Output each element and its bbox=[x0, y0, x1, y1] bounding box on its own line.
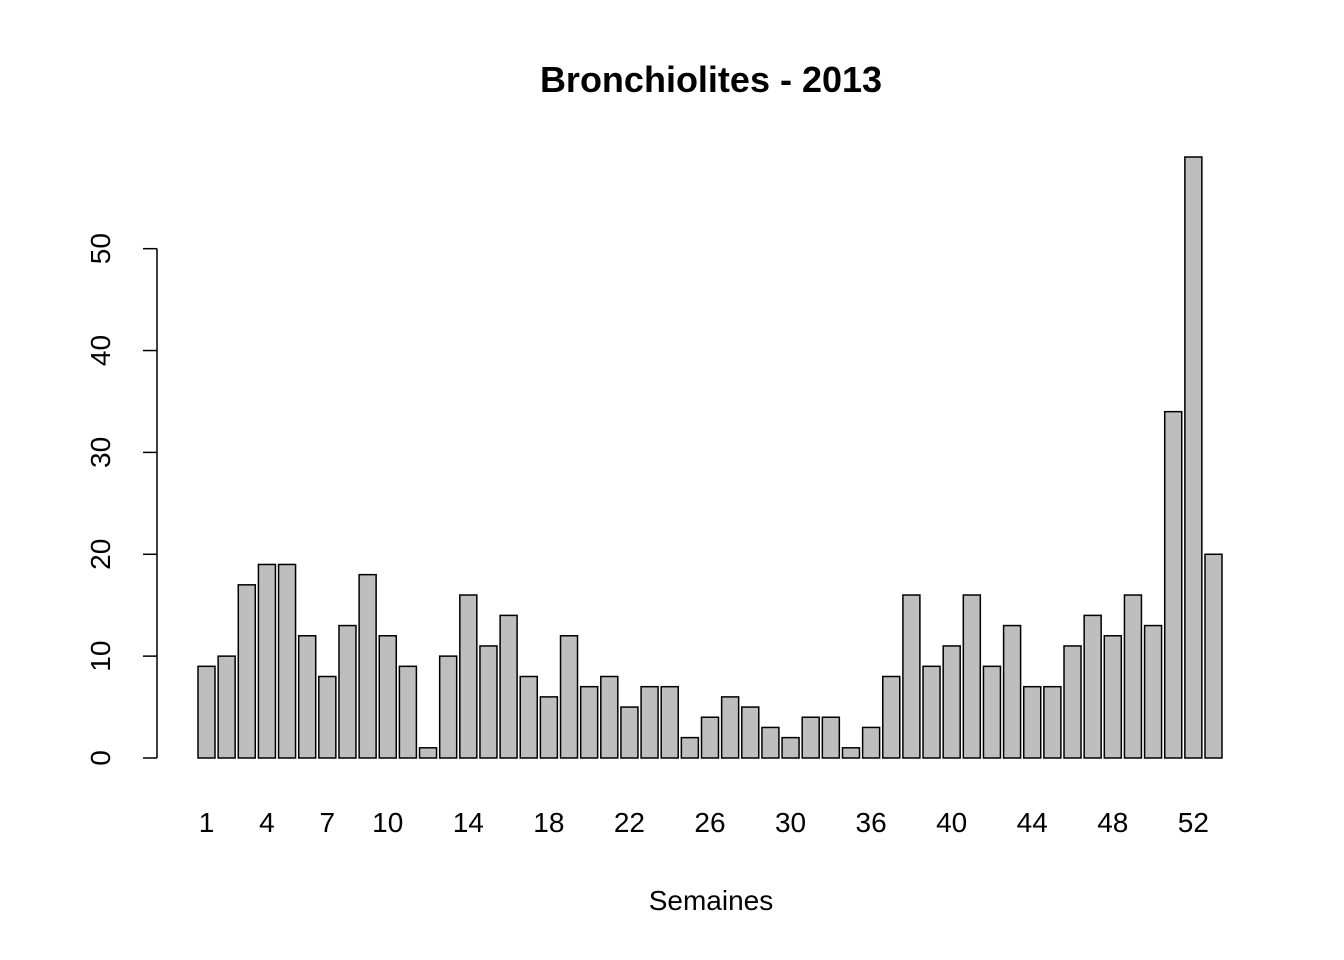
bar bbox=[499, 614, 518, 759]
bar bbox=[841, 747, 861, 759]
x-tick-label: 52 bbox=[1178, 807, 1209, 838]
x-tick-label: 1 bbox=[199, 807, 215, 838]
x-tick-label: 22 bbox=[614, 807, 645, 838]
bar bbox=[1083, 614, 1102, 759]
bar bbox=[640, 685, 659, 759]
y-tick-label: 20 bbox=[85, 539, 116, 570]
y-tick-label: 0 bbox=[85, 750, 116, 766]
bar bbox=[801, 716, 820, 759]
bar bbox=[438, 655, 458, 759]
bar bbox=[277, 563, 297, 759]
bar bbox=[882, 675, 901, 759]
bar bbox=[660, 685, 679, 759]
bar bbox=[237, 584, 257, 759]
x-axis-label: Semaines bbox=[649, 885, 774, 916]
bar bbox=[257, 563, 277, 759]
y-tick-label: 30 bbox=[85, 437, 116, 468]
bar bbox=[418, 747, 438, 759]
bar bbox=[398, 665, 418, 759]
x-tick-label: 44 bbox=[1017, 807, 1048, 838]
bar bbox=[579, 685, 599, 759]
bar bbox=[1043, 685, 1062, 759]
x-tick-label: 10 bbox=[372, 807, 403, 838]
bar bbox=[620, 706, 639, 759]
x-tick-label: 30 bbox=[775, 807, 806, 838]
x-tick-label: 18 bbox=[533, 807, 564, 838]
bar bbox=[720, 696, 740, 759]
bar bbox=[861, 726, 881, 759]
bar bbox=[459, 594, 478, 759]
bar bbox=[1022, 685, 1042, 759]
bar bbox=[378, 635, 398, 759]
bar bbox=[1002, 624, 1022, 759]
bar bbox=[338, 624, 357, 759]
bar bbox=[1184, 156, 1203, 759]
bar bbox=[962, 594, 982, 759]
bar bbox=[982, 665, 1002, 759]
bar bbox=[297, 635, 317, 759]
bar bbox=[318, 675, 337, 759]
bar bbox=[741, 706, 760, 759]
bar bbox=[519, 675, 538, 759]
bar bbox=[1143, 624, 1163, 759]
bar bbox=[479, 645, 498, 759]
x-tick-label: 40 bbox=[936, 807, 967, 838]
bar bbox=[821, 716, 841, 759]
x-tick-label: 7 bbox=[320, 807, 336, 838]
bar bbox=[1063, 645, 1082, 759]
chart-title: Bronchiolites - 2013 bbox=[540, 59, 882, 100]
bar bbox=[680, 736, 700, 759]
bar bbox=[197, 665, 216, 759]
y-tick-label: 50 bbox=[85, 233, 116, 264]
bar bbox=[559, 635, 579, 759]
bar bbox=[942, 645, 961, 759]
bar bbox=[1204, 553, 1223, 759]
bar bbox=[922, 665, 941, 759]
bar bbox=[1163, 410, 1183, 759]
x-tick-label: 14 bbox=[453, 807, 484, 838]
bar bbox=[600, 675, 619, 759]
y-tick-label: 40 bbox=[85, 335, 116, 366]
x-tick-label: 48 bbox=[1097, 807, 1128, 838]
bar bbox=[761, 726, 780, 759]
bar bbox=[539, 696, 559, 759]
bar bbox=[781, 736, 800, 759]
bar bbox=[358, 573, 377, 759]
bar bbox=[1123, 594, 1143, 759]
bar bbox=[700, 716, 720, 759]
bar bbox=[217, 655, 236, 759]
x-tick-label: 26 bbox=[694, 807, 725, 838]
x-tick-label: 36 bbox=[856, 807, 887, 838]
bar bbox=[1103, 635, 1123, 759]
y-tick-label: 10 bbox=[85, 641, 116, 672]
bar bbox=[902, 594, 921, 759]
x-tick-label: 4 bbox=[259, 807, 275, 838]
